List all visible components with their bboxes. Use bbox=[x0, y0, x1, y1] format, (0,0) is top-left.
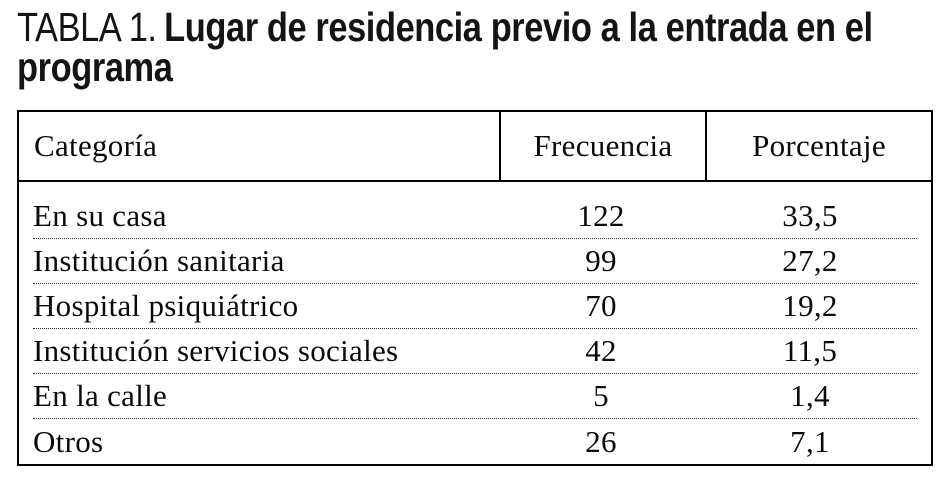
table-title: TABLA 1. Lugar de residencia previo a la … bbox=[17, 4, 873, 90]
table-number-label: TABLA 1. bbox=[17, 4, 157, 50]
cell-category: Institución sanitaria bbox=[33, 243, 285, 278]
column-header-categoria: Categoría bbox=[34, 128, 158, 163]
cell-frequency: 5 bbox=[593, 378, 609, 413]
table-row: Institución servicios sociales 42 11,5 bbox=[33, 329, 917, 374]
cell-category: En su casa bbox=[33, 198, 167, 233]
cell-frequency: 42 bbox=[585, 333, 617, 368]
cell-percentage: 27,2 bbox=[782, 243, 838, 278]
cell-frequency: 70 bbox=[585, 288, 617, 323]
cell-percentage: 33,5 bbox=[782, 198, 838, 233]
cell-category: En la calle bbox=[33, 378, 168, 413]
table-row: En su casa 122 33,5 bbox=[33, 194, 917, 239]
title-line-1: TABLA 1. Lugar de residencia previo a la … bbox=[17, 4, 873, 50]
cell-category: Otros bbox=[33, 423, 104, 459]
cell-percentage: 1,4 bbox=[790, 378, 830, 413]
cell-frequency: 122 bbox=[577, 198, 625, 233]
title-text-line-1: Lugar de residencia previo a la entrada … bbox=[164, 4, 873, 50]
cell-category: Hospital psiquiátrico bbox=[33, 288, 299, 323]
table-row: En la calle 5 1,4 bbox=[33, 374, 917, 419]
table-row: Hospital psiquiátrico 70 19,2 bbox=[33, 284, 917, 329]
cell-frequency: 99 bbox=[585, 243, 617, 278]
cell-percentage: 7,1 bbox=[790, 423, 830, 459]
cell-frequency: 26 bbox=[585, 423, 617, 459]
residence-table: Categoría Frecuencia Porcentaje En su ca… bbox=[17, 110, 933, 466]
cell-percentage: 19,2 bbox=[782, 288, 838, 323]
column-header-frecuencia: Frecuencia bbox=[499, 112, 705, 180]
cell-category: Institución servicios sociales bbox=[33, 333, 399, 368]
column-header-porcentaje: Porcentaje bbox=[705, 112, 931, 180]
table-body: En su casa 122 33,5 Institución sanitari… bbox=[19, 182, 931, 464]
cell-percentage: 11,5 bbox=[782, 333, 838, 368]
title-text-line-2: programa bbox=[17, 44, 173, 90]
table-header-row: Categoría Frecuencia Porcentaje bbox=[19, 112, 931, 182]
table-row: Institución sanitaria 99 27,2 bbox=[33, 239, 917, 284]
table-row: Otros 26 7,1 bbox=[33, 419, 917, 464]
